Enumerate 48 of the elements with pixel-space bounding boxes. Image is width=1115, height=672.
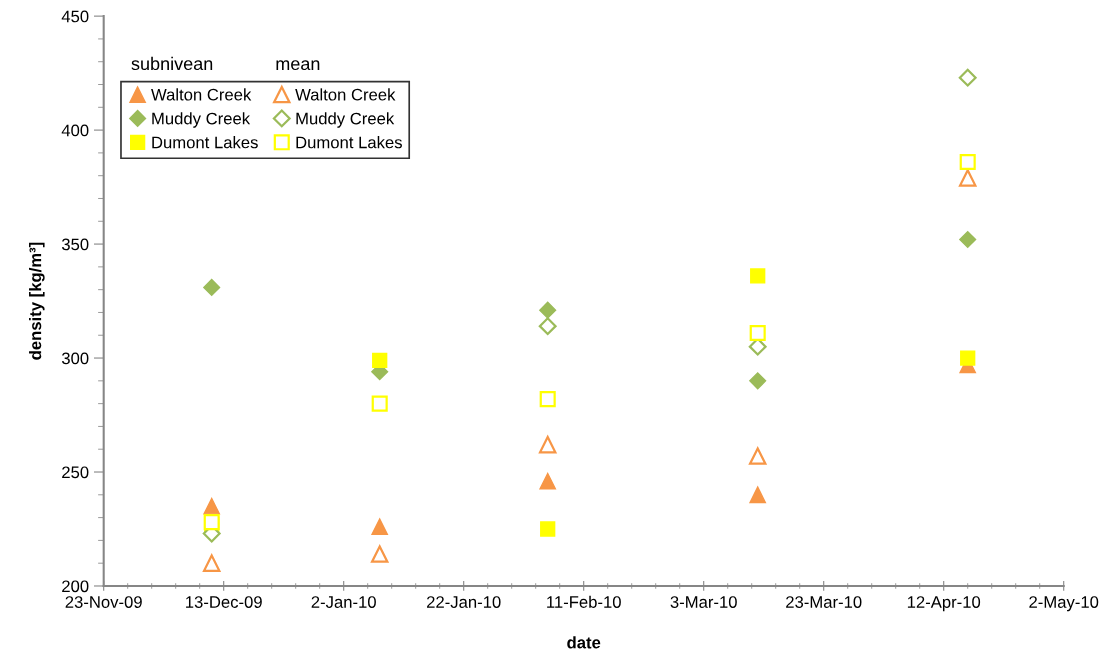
annotation: subnivean: [131, 56, 213, 71]
point: [202, 554, 221, 572]
y-tick-label: 300: [61, 352, 89, 365]
point: [539, 301, 557, 319]
point: [749, 372, 767, 390]
x-tick-label: 3-Mar-10: [670, 596, 737, 608]
annotation: mean: [276, 60, 320, 71]
legend-label: Dumont Lakes: [296, 136, 402, 149]
legend-label: Dumont Lakes: [152, 136, 258, 149]
point: [960, 350, 976, 366]
point: [370, 545, 389, 563]
point: [538, 435, 557, 454]
x-tick-label: 23-Mar-10: [786, 596, 862, 608]
point: [372, 352, 388, 368]
legend-label: Muddy Creek: [296, 112, 395, 128]
point: [749, 486, 767, 504]
y-tick-label: 350: [61, 238, 89, 251]
point: [371, 395, 388, 412]
point: [203, 497, 221, 515]
point: [371, 518, 389, 536]
point: [749, 324, 766, 342]
point: [958, 169, 977, 187]
x-tick-label: 2-May-10: [1029, 596, 1099, 612]
x-tick-label: 2-Jan-10: [311, 596, 376, 608]
y-axis-title: density [kg/m³]: [29, 242, 45, 360]
point: [540, 521, 556, 537]
point: [539, 391, 556, 408]
y-tick-label: 400: [61, 124, 89, 137]
point: [748, 447, 767, 465]
y-tick-label: 200: [62, 580, 89, 593]
point: [959, 153, 976, 171]
x-tick-label: 22-Jan-10: [427, 596, 501, 608]
x-tick-label: 11-Feb-10: [547, 595, 621, 608]
point: [959, 230, 977, 249]
y-tick-label: 450: [61, 10, 89, 23]
legend-label: Walton Creek: [151, 88, 252, 101]
point: [538, 317, 557, 336]
point: [750, 268, 766, 284]
legend-label: Muddy Creek: [152, 112, 251, 128]
x-tick-label: 12-Apr-10: [907, 596, 981, 612]
legend-label: Walton Creek: [295, 88, 396, 101]
point: [539, 472, 557, 490]
point: [203, 278, 221, 296]
x-axis-title: date: [567, 636, 601, 649]
point: [958, 68, 977, 87]
x-tick-label: 13-Dec-09: [186, 596, 262, 608]
x-tick-label: 23-Nov-09: [65, 596, 142, 608]
y-tick-label: 250: [62, 466, 89, 479]
